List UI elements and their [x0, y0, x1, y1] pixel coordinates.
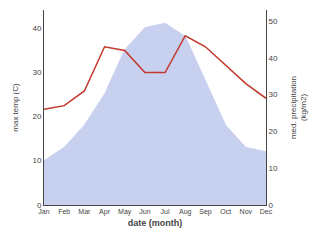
svg-text:50: 50	[269, 17, 278, 26]
svg-text:10: 10	[269, 164, 278, 173]
svg-text:20: 20	[32, 112, 41, 121]
svg-text:Oct: Oct	[220, 208, 231, 215]
svg-text:40: 40	[269, 54, 278, 63]
svg-text:0: 0	[37, 201, 42, 210]
svg-text:Jul: Jul	[161, 208, 170, 215]
svg-text:10: 10	[32, 156, 41, 165]
svg-text:0: 0	[269, 201, 274, 210]
svg-text:Apr: Apr	[99, 208, 111, 216]
svg-text:date (month): date (month)	[128, 218, 183, 228]
svg-text:Feb: Feb	[58, 208, 70, 215]
svg-text:Mar: Mar	[78, 208, 91, 215]
svg-text:Jun: Jun	[139, 208, 150, 215]
svg-text:May: May	[118, 208, 132, 216]
svg-text:Jan: Jan	[38, 208, 49, 215]
svg-text:30: 30	[32, 68, 41, 77]
svg-text:med. precipitation(kg/m2): med. precipitation(kg/m2)	[289, 76, 308, 139]
svg-text:30: 30	[269, 90, 278, 99]
svg-text:Sep: Sep	[199, 208, 212, 216]
svg-text:20: 20	[269, 127, 278, 136]
svg-text:Aug: Aug	[179, 208, 192, 216]
svg-text:40: 40	[32, 24, 41, 33]
svg-text:max temp (C): max temp (C)	[11, 83, 20, 132]
svg-text:Nov: Nov	[240, 208, 253, 215]
svg-text:Dec: Dec	[260, 208, 273, 215]
